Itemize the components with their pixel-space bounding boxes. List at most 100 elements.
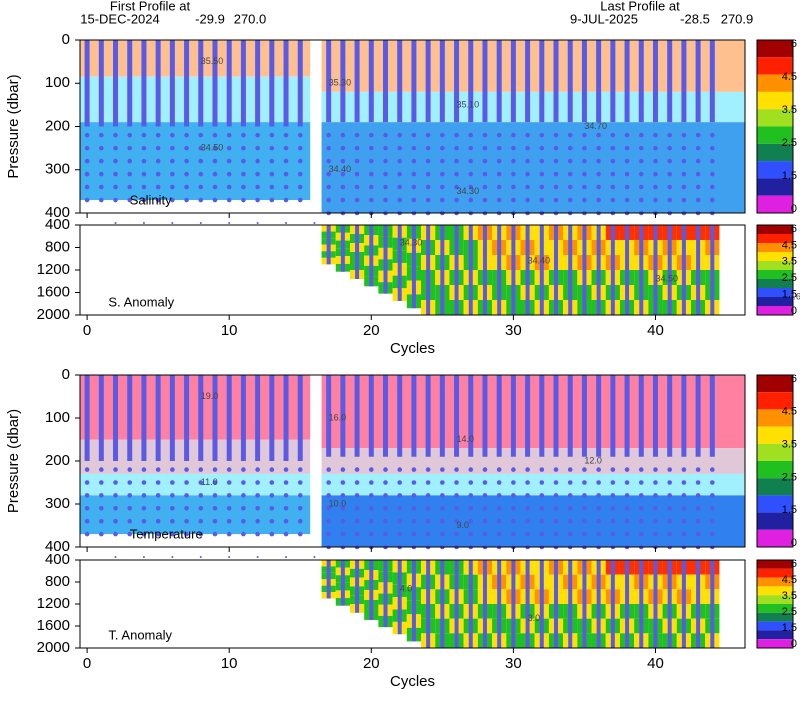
profile-dot bbox=[255, 132, 260, 138]
surface-dot bbox=[114, 222, 117, 224]
profile-dot bbox=[511, 145, 516, 151]
profile-dot bbox=[297, 171, 303, 177]
profile-dot bbox=[454, 158, 459, 164]
profile-dot bbox=[596, 480, 601, 485]
profile-dot bbox=[340, 132, 346, 138]
profile-dot bbox=[653, 145, 658, 151]
profile-dot bbox=[468, 467, 474, 472]
colorbar-frame bbox=[756, 39, 794, 214]
contour-label: 34.40 bbox=[528, 255, 551, 265]
profile-dot bbox=[354, 158, 360, 164]
profile-dot bbox=[354, 184, 360, 190]
profile-dot bbox=[496, 197, 502, 203]
x-tick-label: 40 bbox=[647, 655, 664, 672]
profile-dot bbox=[84, 158, 90, 164]
colorbar-cell bbox=[757, 195, 793, 213]
profile-dot bbox=[354, 197, 360, 203]
profile-dot bbox=[184, 506, 189, 511]
colorbar-frame bbox=[756, 559, 794, 649]
profile-dot bbox=[184, 467, 189, 472]
profile-dot bbox=[340, 531, 346, 537]
profile-dot bbox=[297, 158, 303, 164]
profile-dot bbox=[141, 158, 147, 164]
colorbar-tick-label: 0 bbox=[791, 305, 797, 317]
profile-dot bbox=[511, 467, 516, 472]
profile-dot bbox=[383, 467, 388, 472]
contour-label: 16.0 bbox=[329, 412, 347, 422]
profile-dot bbox=[496, 184, 502, 190]
colorbar-cell bbox=[757, 40, 793, 58]
x-tick-label: 20 bbox=[363, 322, 380, 339]
profile-dot bbox=[113, 132, 118, 138]
profile-dot bbox=[84, 145, 90, 151]
profile-dot bbox=[155, 531, 161, 537]
profile-dot bbox=[99, 145, 104, 151]
profile-dot bbox=[596, 158, 601, 164]
profile-dot bbox=[653, 158, 658, 164]
y-tick-label: 1200 bbox=[37, 261, 70, 278]
profile-dot bbox=[255, 506, 260, 511]
y-tick-label: 800 bbox=[45, 238, 70, 255]
profile-dot bbox=[255, 171, 260, 177]
y-tick-label: 0 bbox=[62, 366, 70, 383]
profile-dot bbox=[596, 132, 601, 138]
x-axis-label: Cycles bbox=[390, 673, 435, 690]
profile-dot bbox=[84, 493, 90, 498]
profile-dot bbox=[454, 518, 459, 524]
x-tick-label: 0 bbox=[83, 655, 91, 672]
profile-dot bbox=[198, 531, 204, 537]
profile-dot bbox=[440, 145, 445, 151]
y-tick-label: 400 bbox=[45, 551, 70, 568]
profile-dot bbox=[710, 171, 715, 177]
first-profile-label: First Profile at bbox=[110, 0, 191, 13]
profile-dot bbox=[525, 493, 530, 498]
profile-dot bbox=[496, 506, 502, 511]
profile-dot bbox=[84, 171, 90, 177]
colorbar-cell bbox=[757, 621, 793, 631]
profile-dot bbox=[468, 518, 474, 524]
profile-dot bbox=[653, 197, 658, 203]
profile-dot bbox=[468, 132, 474, 138]
profile-dot bbox=[638, 467, 644, 472]
colorbar-cell bbox=[757, 478, 793, 496]
y-tick-label: 2000 bbox=[37, 306, 70, 323]
profile-dot bbox=[411, 197, 417, 203]
profile-dot bbox=[255, 145, 260, 151]
profile-dot bbox=[539, 184, 545, 190]
profile-dot bbox=[255, 158, 260, 164]
profile-dot bbox=[610, 132, 616, 138]
profile-dot bbox=[482, 158, 488, 164]
profile-dot bbox=[710, 518, 715, 524]
profile-dot bbox=[596, 531, 601, 537]
profile-dot bbox=[269, 184, 275, 190]
profile-dot bbox=[383, 531, 388, 537]
profile-dot bbox=[326, 158, 331, 164]
y-tick-label: 0 bbox=[62, 31, 70, 48]
profile-dot bbox=[141, 132, 147, 138]
colorbar-frame bbox=[756, 374, 794, 548]
profile-dot bbox=[212, 171, 218, 177]
profile-dot bbox=[596, 145, 601, 151]
profile-dot bbox=[638, 132, 644, 138]
profile-dot bbox=[582, 158, 587, 164]
colorbar-tick-label: 1.5 bbox=[782, 622, 797, 634]
profile-dot bbox=[610, 184, 616, 190]
contour-label: 14.0 bbox=[457, 434, 475, 444]
profile-dot bbox=[84, 506, 90, 511]
profile-dot bbox=[113, 184, 118, 190]
profile-dot bbox=[667, 197, 672, 203]
profile-dot bbox=[511, 493, 516, 498]
profile-dot bbox=[667, 506, 672, 511]
y-tick-label: 1600 bbox=[37, 283, 70, 300]
profile-dot bbox=[340, 171, 346, 177]
panel-label: T. Anomaly bbox=[108, 627, 172, 642]
profile-dot bbox=[596, 197, 601, 203]
profile-dot bbox=[113, 480, 118, 485]
panel: 19.0 16.0 14.0 12.0 11.0 10.0 9.0 Temperature 0 1… bbox=[5, 366, 797, 558]
profile-dot bbox=[653, 493, 658, 498]
profile-dot bbox=[184, 158, 189, 164]
profile-dot bbox=[511, 184, 516, 190]
profile-dot bbox=[710, 531, 715, 537]
profile-dot bbox=[269, 480, 275, 485]
